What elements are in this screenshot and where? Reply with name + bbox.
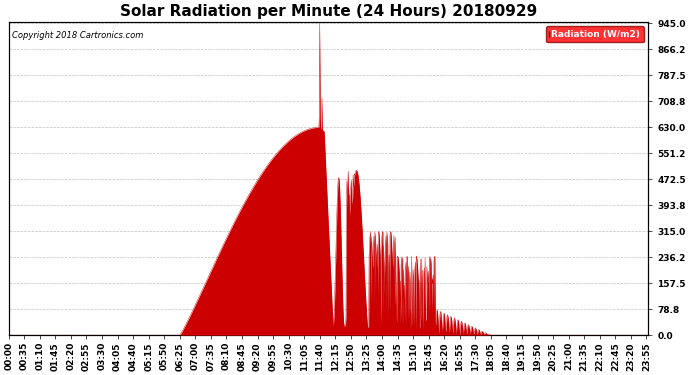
Legend: Radiation (W/m2): Radiation (W/m2) [546, 26, 644, 42]
Text: Copyright 2018 Cartronics.com: Copyright 2018 Cartronics.com [12, 31, 144, 40]
Title: Solar Radiation per Minute (24 Hours) 20180929: Solar Radiation per Minute (24 Hours) 20… [120, 4, 537, 19]
